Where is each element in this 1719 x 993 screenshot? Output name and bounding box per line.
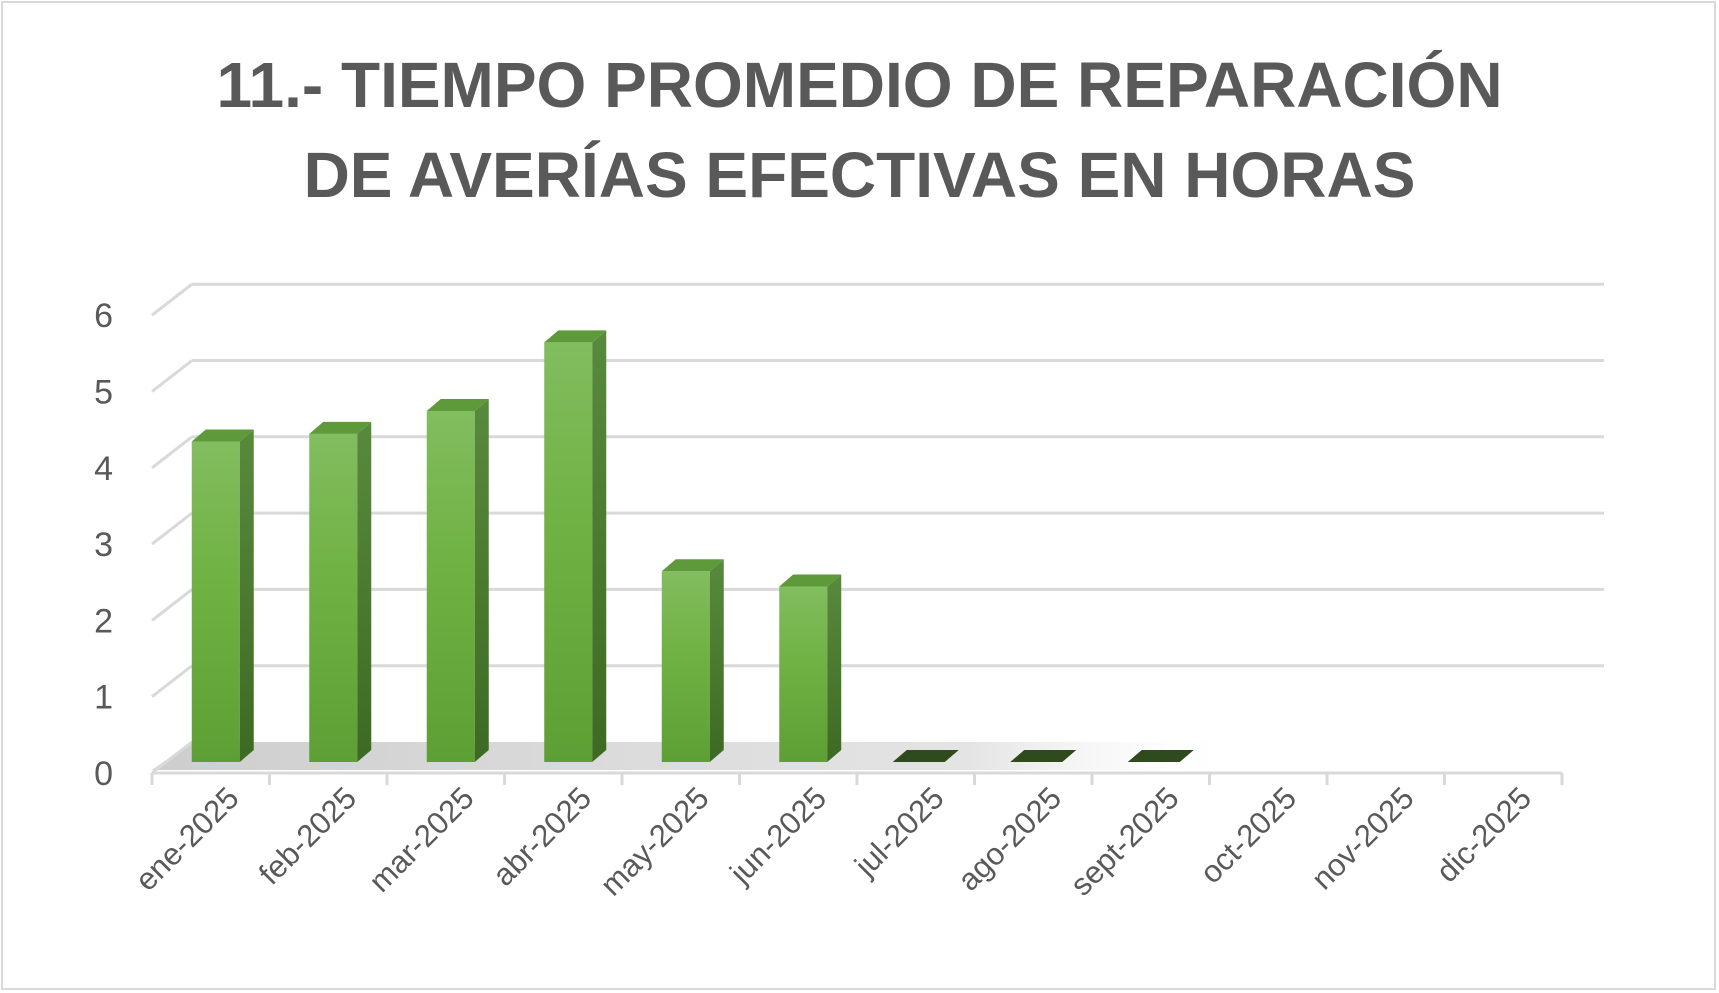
gridline-depth (151, 740, 193, 775)
y-tick-label: 5 (94, 374, 113, 412)
x-tick-label: ago-2025 (951, 780, 1068, 897)
bar-top-jun-2025 (779, 574, 842, 587)
gridline-depth (151, 588, 193, 622)
bar-side-feb-2025 (357, 421, 372, 762)
bar-side-mar-2025 (474, 399, 489, 762)
bar-ago-2025 (1010, 750, 1077, 762)
bar-side-abr-2025 (592, 330, 607, 762)
y-tick-label: 3 (94, 526, 113, 564)
x-tick-label: may-2025 (593, 780, 715, 902)
y-tick-label: 4 (94, 450, 113, 488)
bar-side-jun-2025 (827, 574, 842, 762)
bar-top-mar-2025 (426, 399, 489, 412)
x-tick-label: feb-2025 (252, 780, 363, 891)
x-tick-label: sept-2025 (1063, 780, 1185, 902)
bar-feb-2025 (309, 433, 358, 762)
x-tick-label: mar-2025 (362, 780, 481, 899)
bar-top-may-2025 (661, 559, 724, 572)
gridline-depth (151, 435, 193, 469)
bar-jul-2025 (892, 750, 959, 762)
gridline-depth (151, 511, 193, 546)
bar-may-2025 (661, 571, 710, 762)
x-tick-label: nov-2025 (1305, 780, 1421, 896)
bar-abr-2025 (544, 342, 593, 762)
bar-sept-2025 (1127, 750, 1194, 762)
gridline-depth (151, 283, 193, 317)
bar-top-abr-2025 (544, 330, 607, 343)
x-tick-label: oct-2025 (1193, 780, 1303, 890)
chart-title-line-2: DE AVERÍAS EFECTIVAS EN HORAS (303, 139, 1416, 211)
x-tick-label: ene-2025 (128, 780, 245, 897)
bar-top-feb-2025 (309, 421, 372, 434)
y-tick-label: 6 (94, 297, 113, 335)
x-tick-label: jul-2025 (847, 780, 950, 883)
y-tick-label: 0 (94, 755, 113, 793)
y-tick-label: 2 (94, 602, 113, 640)
x-tick-label: jun-2025 (722, 780, 833, 891)
y-tick-label: 1 (94, 679, 113, 717)
bar-side-may-2025 (709, 559, 724, 762)
gridline-depth (151, 359, 193, 393)
chart-title-line-1: 11.- TIEMPO PROMEDIO DE REPARACIÓN (216, 49, 1503, 121)
x-tick-label: dic-2025 (1429, 780, 1538, 889)
chart-title: 11.- TIEMPO PROMEDIO DE REPARACIÓN DE AV… (0, 40, 1719, 220)
bar-top-ene-2025 (191, 429, 254, 442)
x-tick-label: abr-2025 (486, 780, 598, 892)
bar-side-ene-2025 (239, 429, 254, 762)
bar-ene-2025 (191, 441, 240, 762)
gridline-depth (151, 664, 193, 698)
bar-jun-2025 (779, 586, 828, 762)
bar-mar-2025 (426, 411, 475, 762)
